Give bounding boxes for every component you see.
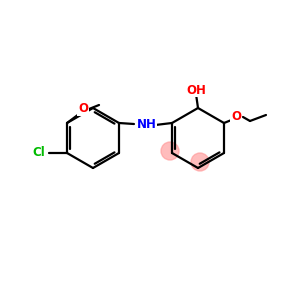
Circle shape xyxy=(161,142,179,160)
Text: O: O xyxy=(231,110,241,122)
Circle shape xyxy=(191,153,209,171)
Text: Cl: Cl xyxy=(32,146,45,160)
Text: OH: OH xyxy=(186,83,206,97)
Text: O: O xyxy=(78,103,88,116)
Text: NH: NH xyxy=(137,118,157,131)
